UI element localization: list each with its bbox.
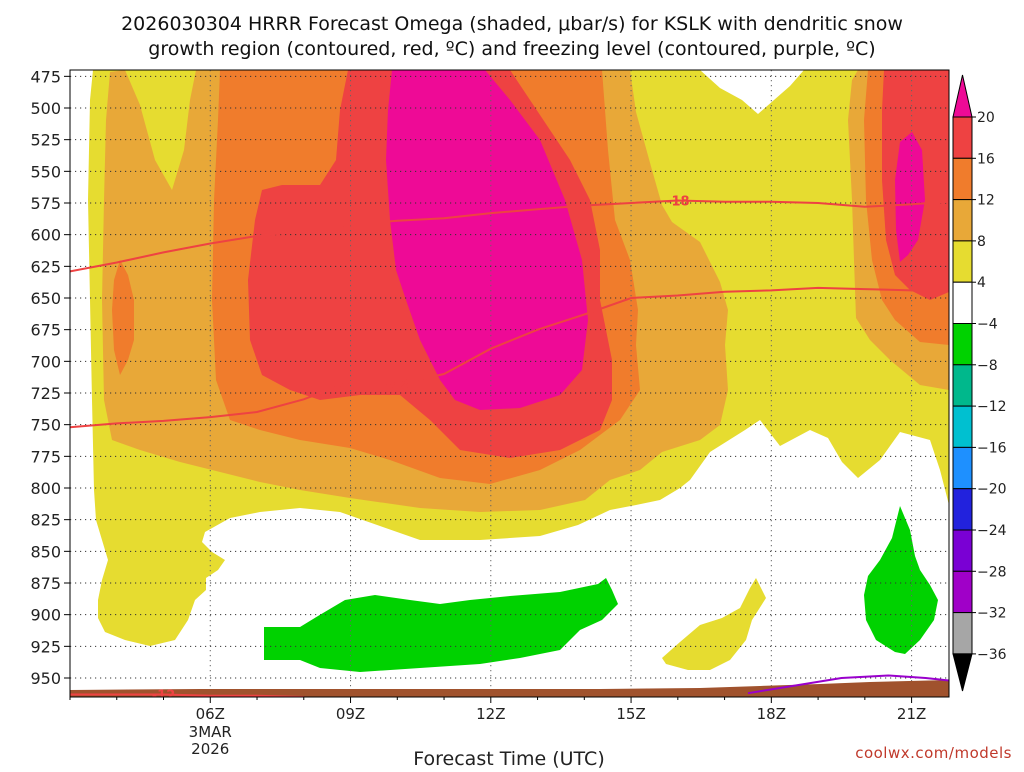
colorbar-band	[952, 612, 973, 655]
x-axis-title: Forecast Time (UTC)	[413, 748, 604, 768]
colorbar-band	[952, 446, 973, 490]
colorbar-band	[952, 240, 973, 283]
y-tick-label: 775	[30, 447, 61, 466]
chart-title-line-1: 2026030304 HRRR Forecast Omega (shaded, …	[121, 13, 903, 35]
y-tick-label: 850	[30, 542, 61, 561]
y-tick-label: 725	[30, 384, 61, 403]
credit-watermark: coolwx.com/models	[855, 744, 1012, 762]
y-tick-label: 950	[30, 669, 61, 688]
y-tick-label: 650	[30, 289, 61, 308]
y-tick-label: 575	[30, 194, 61, 213]
x-tick-sublabel: 2026	[191, 740, 229, 758]
contour-label: -12	[386, 378, 410, 393]
ground-terrain	[70, 680, 949, 697]
y-tick-label: 875	[30, 574, 61, 593]
y-tick-label: 550	[30, 162, 61, 181]
y-tick-label: 900	[30, 606, 61, 625]
x-tick-label: 12Z	[476, 705, 505, 723]
colorbar-band	[952, 281, 973, 325]
omega-region-magenta	[386, 70, 588, 410]
colorbar-bottom-cap	[952, 653, 973, 692]
dgz-contour-line	[70, 199, 949, 273]
colorbar-label: −32	[977, 606, 1007, 622]
contour-label: -18	[666, 194, 690, 209]
contour-lines: -18 -12 -12	[70, 194, 949, 703]
y-tick-label: 700	[30, 352, 61, 371]
colorbar-label: 16	[977, 151, 995, 167]
colorbar-label: −4	[977, 317, 998, 333]
colorbar-band	[952, 199, 973, 242]
y-tick-label: 800	[30, 479, 61, 498]
colorbar-label: −20	[977, 482, 1007, 498]
y-tick-label: 750	[30, 416, 61, 435]
colorbar-label: −36	[977, 647, 1007, 663]
y-tick-label: 825	[30, 511, 61, 530]
colorbar-band	[952, 488, 973, 531]
colorbar-band	[952, 116, 973, 159]
y-tick-label: 925	[30, 637, 61, 656]
contour-label: -12	[152, 688, 176, 703]
x-tick-label: 09Z	[336, 705, 365, 723]
colorbar-label: 12	[977, 193, 995, 209]
omega-region-green-right	[864, 506, 938, 654]
x-tick-label: 15Z	[616, 705, 645, 723]
y-tick-label: 675	[30, 321, 61, 340]
colorbar: 20 16 12 8 4 −4 −8 −12 −16 −20 −24 −28 −32 −36	[952, 74, 1007, 692]
colorbar-label: −16	[977, 440, 1007, 456]
colorbar-band	[952, 157, 973, 201]
colorbar-label: 20	[977, 110, 995, 126]
y-tick-label: 475	[30, 67, 61, 86]
colorbar-band	[952, 364, 973, 407]
colorbar-label: −8	[977, 358, 998, 374]
y-tick-label: 525	[30, 131, 61, 150]
omega-region-green-bottom	[264, 578, 618, 672]
x-tick-label: 21Z	[897, 705, 926, 723]
omega-region-orange-patch-left	[112, 260, 134, 375]
dgz-contour-line	[70, 286, 949, 429]
colorbar-band	[952, 570, 973, 614]
x-tick-sublabel: 3MAR	[189, 723, 232, 741]
y-axis: 475 500 525 550 575 600 625 650 675 700 725 750 775 8…	[30, 67, 70, 688]
chart-title-line-2: growth region (contoured, red, ºC) and f…	[148, 38, 875, 60]
plot-area: -18 -12 -12	[70, 70, 949, 703]
colorbar-label: 4	[977, 275, 986, 291]
y-tick-label: 600	[30, 226, 61, 245]
x-tick-label: 06Z	[196, 705, 225, 723]
omega-region-magenta-patch	[895, 132, 925, 262]
freezing-level-line	[747, 674, 949, 695]
colorbar-band	[952, 405, 973, 448]
colorbar-label: −24	[977, 523, 1007, 539]
omega-region-yellow-patch	[662, 578, 766, 670]
plot-frame	[69, 69, 950, 698]
x-tick-label: 18Z	[757, 705, 786, 723]
colorbar-label: −12	[977, 399, 1007, 415]
y-tick-label: 500	[30, 99, 61, 118]
colorbar-label: 8	[977, 234, 986, 250]
y-tick-label: 625	[30, 257, 61, 276]
colorbar-band	[952, 529, 973, 572]
colorbar-top-cap	[952, 74, 973, 118]
colorbar-label: −28	[977, 564, 1007, 580]
colorbar-band	[952, 323, 973, 366]
dgz-contour-line	[70, 693, 304, 697]
